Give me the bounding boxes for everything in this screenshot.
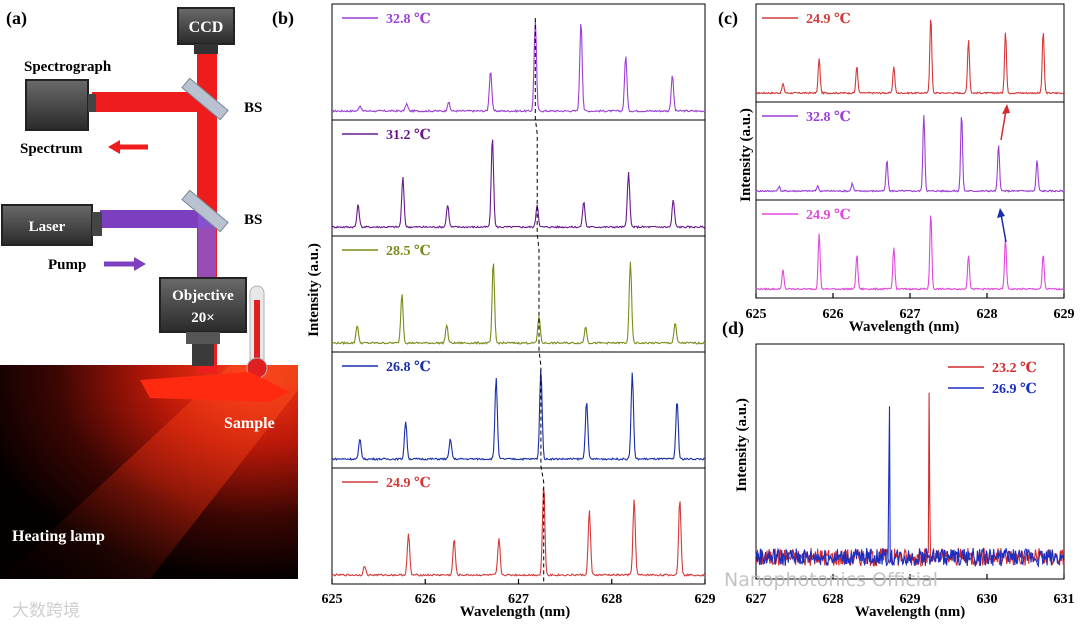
panel-d-legend-label: 23.2 ℃ [992, 361, 1037, 376]
panel-c-legend-label: 24.9 ℃ [806, 208, 851, 223]
panel-a-schematic: (a) CCD Spectrograph BS BS Spectrum Lase… [0, 7, 298, 579]
thermometer-mercury [254, 300, 260, 366]
panel-c: (c) Intensity (a.u.) Wavelength (nm) 24.… [718, 3, 1075, 335]
panel-b-series-line [331, 20, 706, 113]
ccd-lens [194, 44, 218, 54]
panel-c-legend-label: 24.9 ℃ [806, 12, 851, 27]
bs-top-label: BS [244, 100, 262, 116]
beamsplitter-bottom [181, 189, 229, 233]
panel-c-xtick-label: 628 [977, 307, 998, 322]
panel-d-xlabel: Wavelength (nm) [855, 604, 965, 620]
panel-d-plot: 23.2 ℃ 26.9 ℃ 627 628 629 630 631 [746, 343, 1075, 607]
heating-lamp-label: Heating lamp [12, 528, 105, 545]
panel-c-legend-label: 32.8 ℃ [806, 110, 851, 125]
shift-arrow-blue [1000, 213, 1007, 243]
objective-box [159, 277, 247, 333]
panel-b-tracking-line [534, 18, 545, 582]
panel-b-xlabel: Wavelength (nm) [460, 604, 570, 620]
panel-label-d: (d) [722, 318, 744, 339]
panel-d-legend-label: 26.9 ℃ [992, 382, 1037, 397]
panel-b-xtick-label: 628 [601, 592, 622, 607]
panel-b-legend-label: 28.5 ℃ [386, 244, 431, 259]
spectrograph-box [25, 79, 89, 131]
panel-b-plot: 32.8 ℃ 31.2 ℃ 28.5 ℃ 26.8 ℃ 24.9 ℃ 625 626 627 6… [322, 3, 716, 607]
panel-b-ylabel: Intensity (a.u.) [306, 243, 322, 337]
panel-b-series-line [331, 261, 706, 346]
sample-icon [140, 372, 290, 402]
panel-c-series-line [756, 19, 1065, 95]
panel-b-xtick-label: 625 [322, 592, 343, 607]
panel-b-xtick-label: 627 [508, 592, 529, 607]
beamsplitter-top [181, 77, 229, 121]
panel-b-xtick-label: 626 [415, 592, 436, 607]
watermark-left: 大数跨境 [12, 601, 80, 621]
panel-c-xtick-label: 627 [900, 307, 921, 322]
panel-c-series-line [755, 115, 1065, 193]
pump-beam-down [198, 215, 216, 285]
panel-d-xtick-label: 628 [823, 592, 844, 607]
panel-d-series-line [755, 392, 1065, 568]
objective-nose [186, 332, 220, 344]
panel-b-series-line [331, 139, 706, 229]
objective-lens [192, 344, 214, 366]
objective-label: Objective [172, 288, 234, 304]
spectrograph-slit [88, 94, 96, 112]
bs-bottom-label: BS [244, 212, 262, 228]
sample-label: Sample [224, 415, 275, 432]
panel-c-xtick-label: 625 [746, 307, 767, 322]
spectrograph-beam [92, 92, 210, 112]
panel-b-legend-label: 24.9 ℃ [386, 476, 431, 491]
panel-c-xtick-label: 626 [823, 307, 844, 322]
panel-b-legend-label: 31.2 ℃ [386, 128, 431, 143]
lamp-glow [0, 365, 298, 579]
panel-c-row-frame [755, 199, 1065, 299]
ccd-label: CCD [189, 19, 224, 36]
ccd-box [177, 7, 235, 45]
shift-arrowhead-red [1002, 104, 1010, 114]
panel-d-xtick-label: 627 [746, 592, 767, 607]
spectrum-label: Spectrum [20, 141, 83, 157]
panel-c-ylabel: Intensity (a.u.) [738, 108, 754, 202]
laser-box [1, 204, 93, 246]
shift-arrowhead-blue [997, 208, 1005, 218]
laser-aperture [92, 212, 102, 236]
laser-label: Laser [29, 219, 66, 235]
panel-b-series-line [331, 369, 706, 461]
objective-magnification: 20× [191, 310, 215, 326]
panel-c-row-frame [755, 101, 1065, 201]
panel-d-xtick-label: 630 [977, 592, 998, 607]
panel-d-xtick-label: 629 [900, 592, 921, 607]
panel-label-c: (c) [718, 8, 738, 29]
panel-d-frame [755, 343, 1065, 580]
panel-c-series-line [755, 215, 1065, 291]
panel-d-xtick-label: 631 [1054, 592, 1075, 607]
pump-label: Pump [48, 257, 86, 273]
pump-beam [100, 210, 212, 228]
panel-b-series-line [331, 487, 706, 577]
pump-arrowhead [134, 257, 146, 271]
panel-b: (b) Intensity (a.u.) Wavelength (nm) 32.… [272, 3, 716, 620]
panel-label-a: (a) [6, 8, 27, 29]
panel-b-legend-label: 32.8 ℃ [386, 12, 431, 27]
panel-c-xlabel: Wavelength (nm) [849, 319, 959, 335]
panel-label-b: (b) [272, 8, 294, 29]
shift-arrow-red [1000, 109, 1007, 141]
panel-d: (d) Intensity (a.u.) Wavelength (nm) 23.… [722, 318, 1075, 620]
panel-b-xtick-label: 629 [695, 592, 716, 607]
panel-b-legend-label: 26.8 ℃ [386, 360, 431, 375]
panel-d-series-line [755, 406, 1065, 568]
panel-c-row-frame [755, 3, 1065, 103]
panel-d-ylabel: Intensity (a.u.) [734, 398, 750, 492]
panel-c-plot: 24.9 ℃ 32.8 ℃ 24.9 ℃ 625 626 627 628 629 [746, 3, 1075, 322]
spectrograph-label: Spectrograph [24, 59, 112, 75]
panel-c-xtick-label: 629 [1054, 307, 1075, 322]
spectrum-arrowhead [108, 140, 120, 154]
watermark-right: Nanophotonics Official [724, 569, 938, 591]
